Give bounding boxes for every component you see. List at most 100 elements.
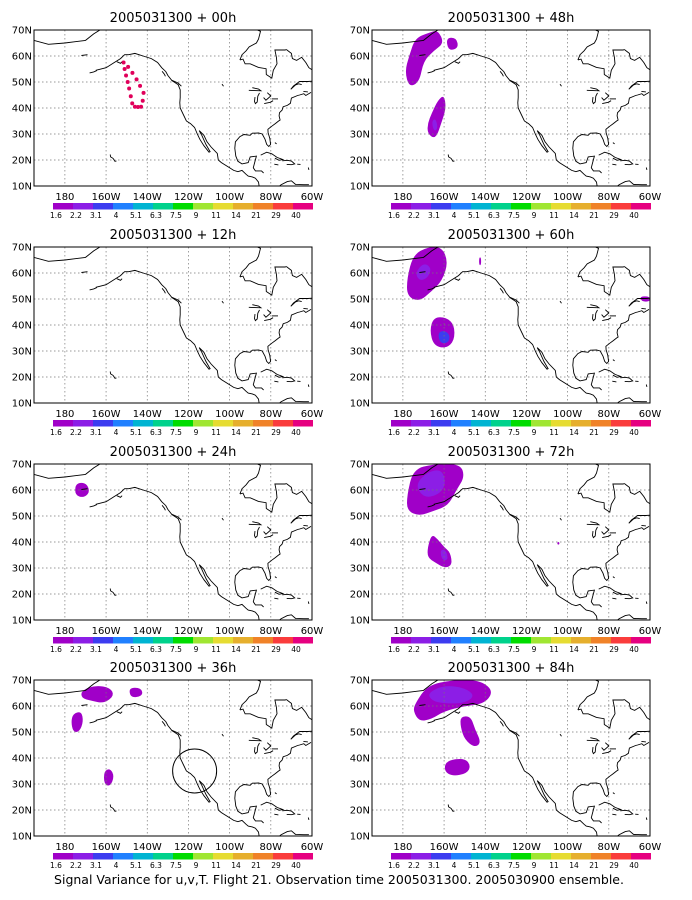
- lat-tick-label: 30N: [12, 347, 32, 358]
- lon-tick-label: 80W: [598, 626, 621, 637]
- colorbar-label: 4: [114, 861, 119, 870]
- coastline: [651, 519, 660, 522]
- colorbar-swatch: [153, 853, 173, 860]
- coastline: [282, 809, 296, 816]
- map-area: [34, 680, 322, 836]
- coastline: [313, 735, 322, 738]
- map-background: [34, 30, 312, 186]
- coastline: [89, 70, 97, 74]
- colorbar-label: 1.6: [388, 645, 400, 654]
- colorbar-swatch: [511, 637, 531, 644]
- lat-tick-label: 60N: [12, 52, 32, 63]
- colorbar-label: 3.1: [90, 211, 102, 220]
- lon-tick-label: 180: [393, 626, 412, 637]
- coastline: [624, 49, 650, 71]
- coastline: [598, 801, 623, 811]
- lon-tick-label: 60W: [639, 626, 662, 637]
- lon-tick-label: 180: [55, 409, 74, 420]
- colorbar-label: 4: [452, 645, 457, 654]
- lon-tick-label: 120W: [512, 626, 541, 637]
- colorbar-label: 11: [549, 861, 559, 870]
- lon-tick-label: 120W: [174, 409, 203, 420]
- colorbar-swatch: [391, 637, 411, 644]
- footer-caption: Signal Variance for u,v,T. Flight 21. Ob…: [54, 872, 624, 887]
- flight-track-dot: [135, 104, 140, 109]
- map-panel: 2005031300 + 24h 180 160W 140W 120W 100W 80W 60…: [12, 445, 324, 654]
- lon-tick-label: 80W: [260, 626, 283, 637]
- coastline: [641, 740, 646, 743]
- colorbar-label: 2.2: [408, 211, 420, 220]
- lon-tick-label: 180: [393, 842, 412, 853]
- coastline: [651, 85, 660, 88]
- coastline: [239, 464, 262, 495]
- lat-tick-label: 60N: [350, 269, 370, 280]
- lat-tick-label: 20N: [350, 373, 370, 384]
- lat-tick-label: 10N: [12, 616, 32, 627]
- coastline: [81, 488, 88, 490]
- colorbar-label: 6.3: [150, 211, 162, 220]
- coastline: [592, 309, 598, 322]
- coastline: [615, 397, 647, 403]
- coastline: [601, 742, 610, 751]
- colorbar-label: 7.5: [508, 211, 520, 220]
- colorbar-label: 40: [629, 428, 639, 437]
- map-panel: 2005031300 + 84h 180 160W 140W 120W 100W 80W 60…: [350, 661, 662, 870]
- colorbar-label: 1.6: [388, 211, 400, 220]
- colorbar-swatch: [113, 420, 133, 427]
- colorbar-swatch: [173, 420, 193, 427]
- colorbar-label: 9: [194, 645, 199, 654]
- coastline: [109, 154, 117, 162]
- map-area: [372, 680, 650, 836]
- colorbar-swatch: [53, 637, 73, 644]
- flight-track-dot: [130, 70, 135, 75]
- coastline: [282, 376, 296, 383]
- panel-title: 2005031300 + 00h: [110, 11, 237, 26]
- lat-tick-label: 60N: [12, 269, 32, 280]
- flight-track-dot: [127, 86, 132, 91]
- coastline: [509, 729, 520, 737]
- colorbar-label: 6.3: [150, 861, 162, 870]
- colorbar-swatch: [431, 203, 451, 210]
- colorbar-label: 21: [589, 211, 599, 220]
- map-background: [34, 247, 312, 403]
- colorbar-label: 1.6: [50, 428, 62, 437]
- colorbar: 1.6 2.2 3.1 4 5.1 6.3 7.5 9 11 14 21 29 40: [388, 853, 651, 870]
- panel-title: 2005031300 + 72h: [448, 445, 575, 460]
- flight-track-dot: [121, 60, 126, 65]
- lat-tick-label: 50N: [12, 512, 32, 523]
- colorbar-label: 7.5: [170, 645, 182, 654]
- colorbar-swatch: [253, 637, 273, 644]
- coastline: [221, 300, 224, 304]
- colorbar-swatch: [451, 203, 471, 210]
- colorbar-swatch: [611, 853, 631, 860]
- coastline: [509, 296, 520, 304]
- variance-contour: [447, 37, 458, 50]
- coastline: [277, 180, 309, 186]
- colorbar-label: 2.2: [70, 645, 82, 654]
- coastline: [612, 597, 617, 600]
- coastline: [572, 92, 650, 174]
- colorbar-swatch: [173, 637, 193, 644]
- coastline: [248, 304, 263, 309]
- variance-contour: [427, 96, 446, 138]
- flight-track-dot: [139, 104, 144, 109]
- lon-tick-label: 120W: [512, 842, 541, 853]
- coastline: [645, 384, 648, 388]
- coastline: [559, 83, 562, 87]
- variance-contour: [479, 257, 482, 266]
- colorbar-swatch: [133, 637, 153, 644]
- coastline: [81, 54, 88, 56]
- colorbar-label: 29: [609, 428, 619, 437]
- flight-track-dot: [140, 98, 145, 103]
- flight-track-dot: [126, 64, 131, 69]
- lat-tick-label: 30N: [12, 564, 32, 575]
- colorbar-label: 4: [452, 861, 457, 870]
- coastline: [303, 90, 308, 93]
- lon-tick-label: 120W: [174, 192, 203, 203]
- colorbar-label: 4: [114, 211, 119, 220]
- colorbar-swatch: [73, 853, 93, 860]
- colorbar-label: 4: [114, 428, 119, 437]
- variance-contour: [440, 549, 448, 561]
- colorbar-swatch: [73, 637, 93, 644]
